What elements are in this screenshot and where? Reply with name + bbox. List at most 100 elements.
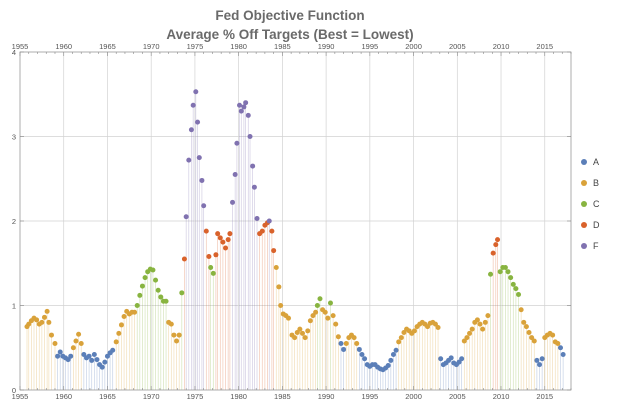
x-tick-label-bottom: 1995 bbox=[361, 392, 378, 401]
point-D-75 bbox=[215, 231, 221, 237]
point-A-134 bbox=[362, 356, 368, 362]
y-tick-label: 3 bbox=[12, 133, 16, 142]
legend-label-A: A bbox=[593, 157, 599, 167]
x-tick-label-bottom: 1985 bbox=[274, 392, 291, 401]
point-D-184 bbox=[493, 242, 499, 248]
point-D-185 bbox=[495, 237, 501, 243]
x-tick-label-bottom: 1975 bbox=[187, 392, 204, 401]
point-B-162 bbox=[435, 324, 441, 330]
point-D-94 bbox=[259, 228, 265, 234]
point-A-12 bbox=[55, 353, 61, 359]
point-B-100 bbox=[273, 264, 279, 270]
point-C-44 bbox=[139, 283, 145, 289]
point-B-19 bbox=[73, 338, 79, 344]
legend-marker-F bbox=[581, 243, 587, 249]
point-B-173 bbox=[464, 335, 470, 341]
point-B-178 bbox=[477, 321, 483, 327]
x-tick-label-top: 1980 bbox=[230, 42, 247, 51]
point-B-148 bbox=[398, 335, 404, 341]
point-C-121 bbox=[327, 300, 333, 306]
point-B-114 bbox=[310, 313, 316, 319]
point-A-210 bbox=[560, 352, 566, 358]
point-C-59 bbox=[179, 290, 185, 296]
data-points bbox=[24, 89, 566, 373]
point-A-170 bbox=[456, 359, 462, 365]
point-C-189 bbox=[505, 269, 511, 275]
point-F-90 bbox=[250, 163, 256, 169]
x-tick-label-bottom: 1990 bbox=[318, 392, 335, 401]
y-tick-label: 2 bbox=[12, 217, 16, 226]
point-D-77 bbox=[220, 239, 226, 245]
point-A-202 bbox=[539, 356, 545, 362]
point-B-56 bbox=[171, 332, 177, 338]
point-B-175 bbox=[469, 326, 475, 332]
x-tick-label-top: 1995 bbox=[361, 42, 378, 51]
point-B-180 bbox=[482, 319, 488, 325]
x-tick-label-top: 1965 bbox=[99, 42, 116, 51]
point-B-110 bbox=[299, 330, 305, 336]
x-tick-label-bottom: 2000 bbox=[405, 392, 422, 401]
point-F-64 bbox=[190, 102, 196, 108]
point-D-183 bbox=[490, 250, 496, 256]
point-B-179 bbox=[480, 326, 486, 332]
legend: A B C D F bbox=[581, 157, 600, 251]
point-C-49 bbox=[153, 277, 159, 283]
point-B-4 bbox=[34, 317, 40, 323]
point-B-194 bbox=[518, 307, 524, 313]
chart-title: Fed Objective Function bbox=[215, 8, 364, 23]
point-B-102 bbox=[278, 303, 284, 308]
point-B-111 bbox=[302, 335, 308, 341]
point-F-92 bbox=[254, 215, 260, 221]
stems bbox=[26, 91, 564, 390]
point-C-186 bbox=[497, 269, 503, 275]
x-tick-label-bottom: 2015 bbox=[536, 392, 553, 401]
x-tick-label-bottom: 2010 bbox=[493, 392, 510, 401]
point-B-181 bbox=[485, 313, 491, 319]
point-F-97 bbox=[266, 218, 272, 224]
point-C-45 bbox=[142, 275, 148, 281]
x-tick-label-top: 2000 bbox=[405, 42, 422, 51]
point-F-67 bbox=[196, 155, 202, 161]
point-A-132 bbox=[356, 346, 362, 352]
point-C-53 bbox=[163, 298, 169, 304]
point-C-48 bbox=[150, 267, 156, 273]
point-B-172 bbox=[461, 338, 467, 344]
point-A-17 bbox=[68, 353, 74, 359]
point-B-161 bbox=[432, 321, 438, 327]
y-tick-label: 1 bbox=[12, 302, 16, 311]
point-C-50 bbox=[155, 287, 161, 293]
point-B-55 bbox=[168, 321, 174, 327]
point-F-88 bbox=[245, 112, 251, 118]
point-B-6 bbox=[39, 319, 45, 325]
x-tick-label-bottom: 2005 bbox=[449, 392, 466, 401]
point-C-182 bbox=[488, 271, 494, 277]
point-A-33 bbox=[110, 347, 116, 353]
x-tick-label-top: 2005 bbox=[449, 42, 466, 51]
x-tick-label-bottom: 1965 bbox=[99, 392, 116, 401]
point-B-37 bbox=[121, 313, 127, 319]
point-A-209 bbox=[558, 345, 564, 351]
point-B-7 bbox=[41, 314, 47, 320]
point-B-108 bbox=[294, 330, 300, 336]
legend-label-B: B bbox=[593, 178, 599, 188]
point-D-74 bbox=[213, 252, 219, 258]
point-B-1 bbox=[26, 321, 32, 327]
point-B-130 bbox=[351, 335, 357, 341]
point-C-190 bbox=[508, 275, 514, 281]
legend-marker-D bbox=[581, 222, 587, 228]
point-B-195 bbox=[521, 319, 527, 325]
point-B-21 bbox=[78, 341, 84, 347]
point-A-146 bbox=[393, 347, 399, 353]
point-B-119 bbox=[322, 309, 328, 315]
point-A-25 bbox=[89, 357, 95, 363]
point-F-82 bbox=[232, 172, 238, 178]
point-B-57 bbox=[174, 338, 180, 344]
point-B-105 bbox=[286, 315, 292, 321]
point-B-153 bbox=[411, 328, 417, 334]
x-tick-label-top: 1985 bbox=[274, 42, 291, 51]
point-F-65 bbox=[193, 89, 199, 95]
point-B-34 bbox=[113, 339, 119, 345]
point-B-197 bbox=[526, 330, 532, 336]
point-B-8 bbox=[44, 308, 50, 314]
x-tick-label-top: 1955 bbox=[12, 42, 29, 51]
